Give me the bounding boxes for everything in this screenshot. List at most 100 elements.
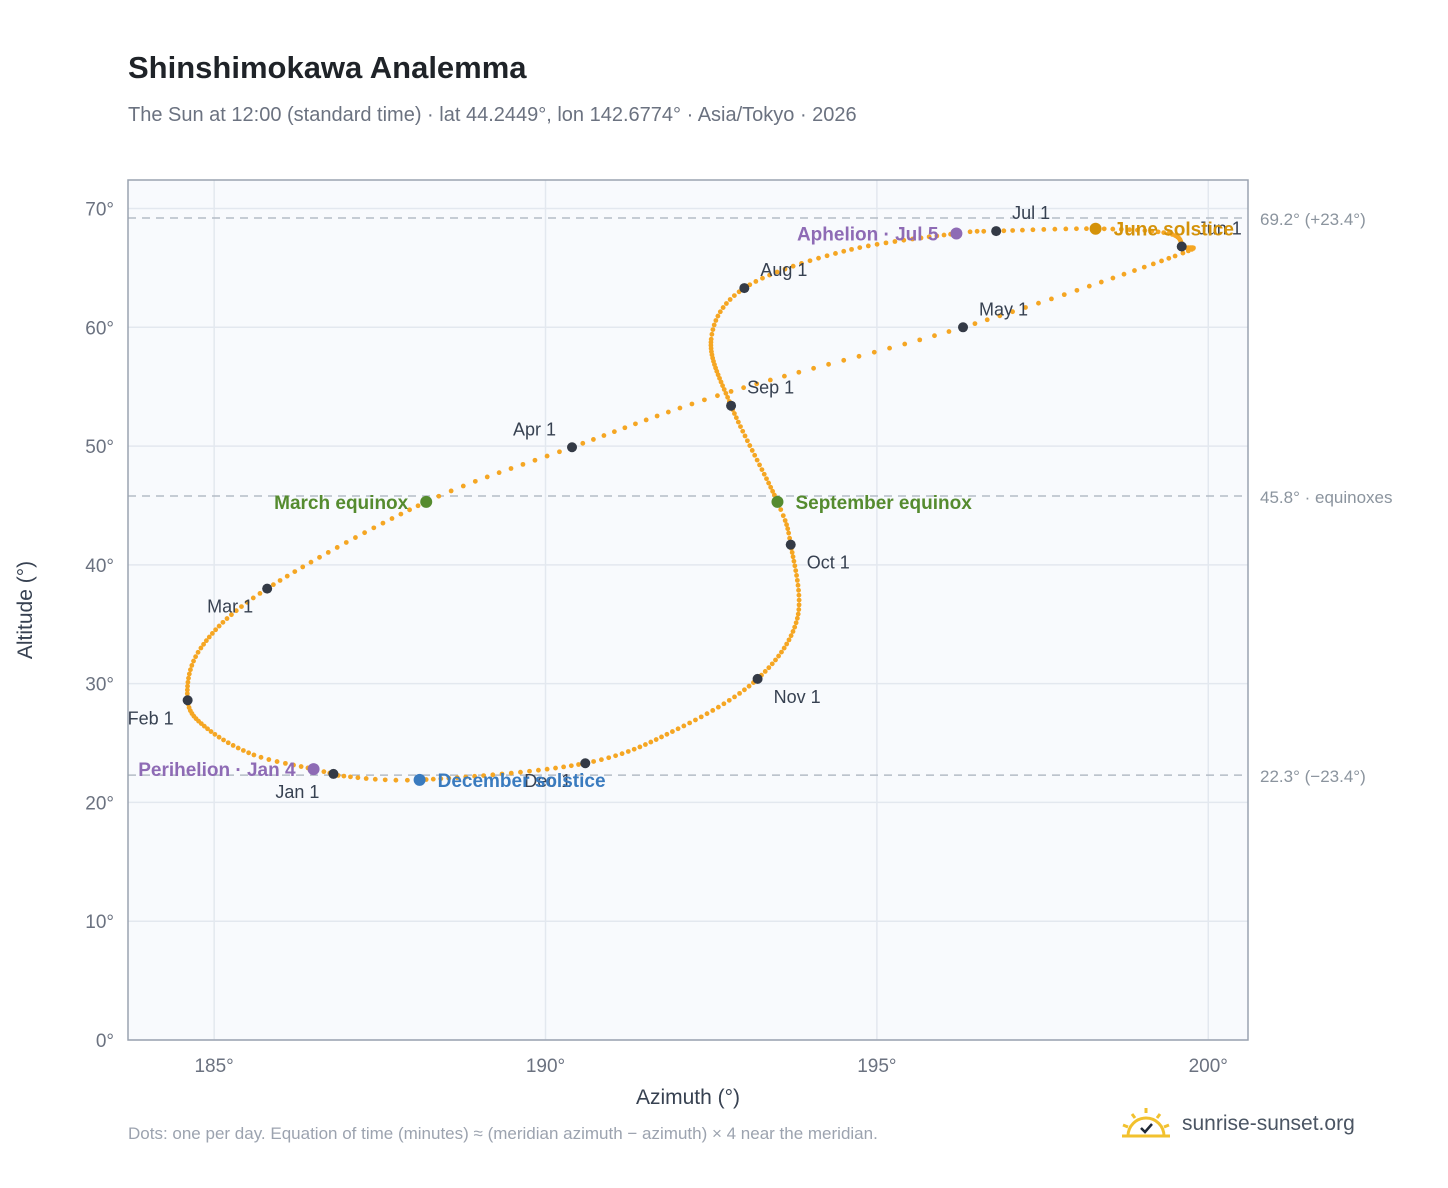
- daily-sun-dot: [749, 448, 755, 453]
- event-marker-dot: [771, 495, 784, 508]
- daily-sun-dot: [796, 587, 801, 593]
- daily-sun-dot: [613, 753, 618, 759]
- daily-sun-dot: [747, 443, 753, 448]
- daily-sun-dot: [718, 379, 724, 385]
- daily-sun-dot: [902, 341, 908, 347]
- daily-sun-dot: [300, 564, 306, 570]
- daily-sun-dot: [871, 349, 877, 355]
- month-marker-label: Sep 1: [747, 378, 794, 398]
- daily-sun-dot: [732, 694, 737, 700]
- daily-sun-dot: [221, 737, 226, 743]
- daily-sun-dot: [363, 776, 369, 781]
- daily-sun-dot: [553, 765, 558, 771]
- daily-sun-dot: [934, 233, 940, 239]
- daily-sun-dot: [1149, 228, 1155, 234]
- daily-sun-dot: [1166, 231, 1171, 236]
- daily-sun-dot: [767, 272, 772, 278]
- daily-sun-dot: [721, 387, 727, 392]
- daily-sun-dot: [776, 653, 781, 659]
- daily-sun-dot: [235, 745, 241, 751]
- daily-sun-dot: [229, 612, 234, 618]
- chart-title: Shinshimokawa Analemma: [128, 50, 527, 85]
- daily-sun-dot: [789, 550, 795, 555]
- daily-sun-dot: [484, 474, 490, 480]
- daily-sun-dot: [284, 573, 290, 579]
- daily-sun-dot: [762, 669, 768, 674]
- daily-sun-dot: [496, 470, 502, 476]
- daily-sun-dot: [499, 771, 505, 777]
- daily-sun-dot: [849, 246, 854, 252]
- daily-sun-dot: [239, 604, 244, 610]
- daily-sun-dot: [659, 734, 664, 740]
- daily-sun-dot: [1135, 227, 1140, 233]
- daily-sun-dot: [389, 516, 395, 521]
- daily-sun-dot: [246, 750, 252, 756]
- reference-line-label: 45.8° · equinoxes: [1260, 488, 1393, 507]
- daily-sun-dot: [794, 615, 800, 621]
- daily-sun-dot: [325, 549, 331, 555]
- daily-sun-dot: [446, 775, 452, 781]
- daily-sun-dot: [224, 616, 230, 621]
- daily-sun-dot: [430, 776, 436, 782]
- y-tick-label: 70°: [85, 200, 114, 221]
- plot-area: [128, 180, 1248, 1040]
- daily-sun-dot: [769, 661, 775, 667]
- daily-sun-dot: [704, 711, 710, 717]
- daily-sun-dot: [735, 419, 741, 425]
- daily-sun-dot: [404, 777, 410, 783]
- daily-sun-dot: [753, 279, 759, 284]
- daily-sun-dot: [576, 762, 581, 767]
- daily-sun-dot: [334, 545, 340, 550]
- daily-sun-dot: [244, 599, 250, 605]
- daily-sun-dot: [508, 466, 514, 471]
- daily-sun-dot: [508, 770, 514, 776]
- daily-sun-dot: [557, 449, 562, 455]
- daily-sun-dot: [918, 235, 924, 241]
- month-marker-dot: [1176, 241, 1187, 252]
- daily-sun-dot: [790, 629, 796, 634]
- daily-sun-dot: [454, 775, 460, 781]
- event-marker-label: June solstice: [1114, 220, 1234, 241]
- daily-sun-dot: [1150, 261, 1156, 267]
- brand[interactable]: sunrise-sunset.org: [1120, 1106, 1355, 1142]
- daily-sun-dot: [1063, 226, 1069, 232]
- daily-sun-dot: [784, 522, 789, 528]
- daily-sun-dot: [767, 377, 773, 383]
- daily-sun-dot: [779, 649, 784, 655]
- daily-sun-dot: [544, 766, 550, 772]
- daily-sun-dot: [784, 641, 790, 647]
- daily-sun-dot: [1142, 228, 1148, 234]
- daily-sun-dot: [292, 569, 298, 574]
- daily-sun-dot: [518, 769, 523, 775]
- daily-sun-dot: [793, 620, 799, 626]
- daily-sun-dot: [770, 488, 776, 494]
- month-marker-label: Jan 1: [275, 782, 319, 802]
- daily-sun-dot: [1118, 226, 1124, 232]
- daily-sun-dot: [355, 775, 361, 781]
- event-marker-dot: [1089, 222, 1102, 235]
- y-tick-label: 40°: [85, 556, 114, 577]
- sun-logo-icon: [1122, 1108, 1170, 1138]
- daily-sun-dot: [720, 383, 725, 389]
- daily-sun-dot: [764, 476, 769, 482]
- daily-sun-dot: [795, 582, 801, 588]
- daily-sun-dot: [601, 433, 607, 438]
- daily-sun-dot: [544, 453, 550, 459]
- daily-sun-dot: [1132, 268, 1137, 273]
- daily-sun-dot: [591, 437, 596, 442]
- y-tick-label: 50°: [85, 437, 114, 458]
- daily-sun-dot: [258, 754, 264, 760]
- daily-sun-dot: [741, 385, 747, 391]
- month-marker-dot: [739, 283, 750, 294]
- daily-sun-dot: [689, 401, 695, 407]
- daily-sun-dot: [1110, 226, 1116, 232]
- daily-sun-dot: [599, 757, 604, 763]
- chart-subtitle: The Sun at 12:00 (standard time) · lat 4…: [128, 104, 857, 126]
- daily-sun-dot: [782, 518, 788, 523]
- y-axis-label: Altitude (°): [14, 561, 37, 659]
- daily-sun-dot: [191, 658, 196, 664]
- daily-sun-dot: [717, 309, 723, 315]
- daily-sun-dot: [742, 433, 748, 439]
- daily-sun-dot: [773, 657, 778, 663]
